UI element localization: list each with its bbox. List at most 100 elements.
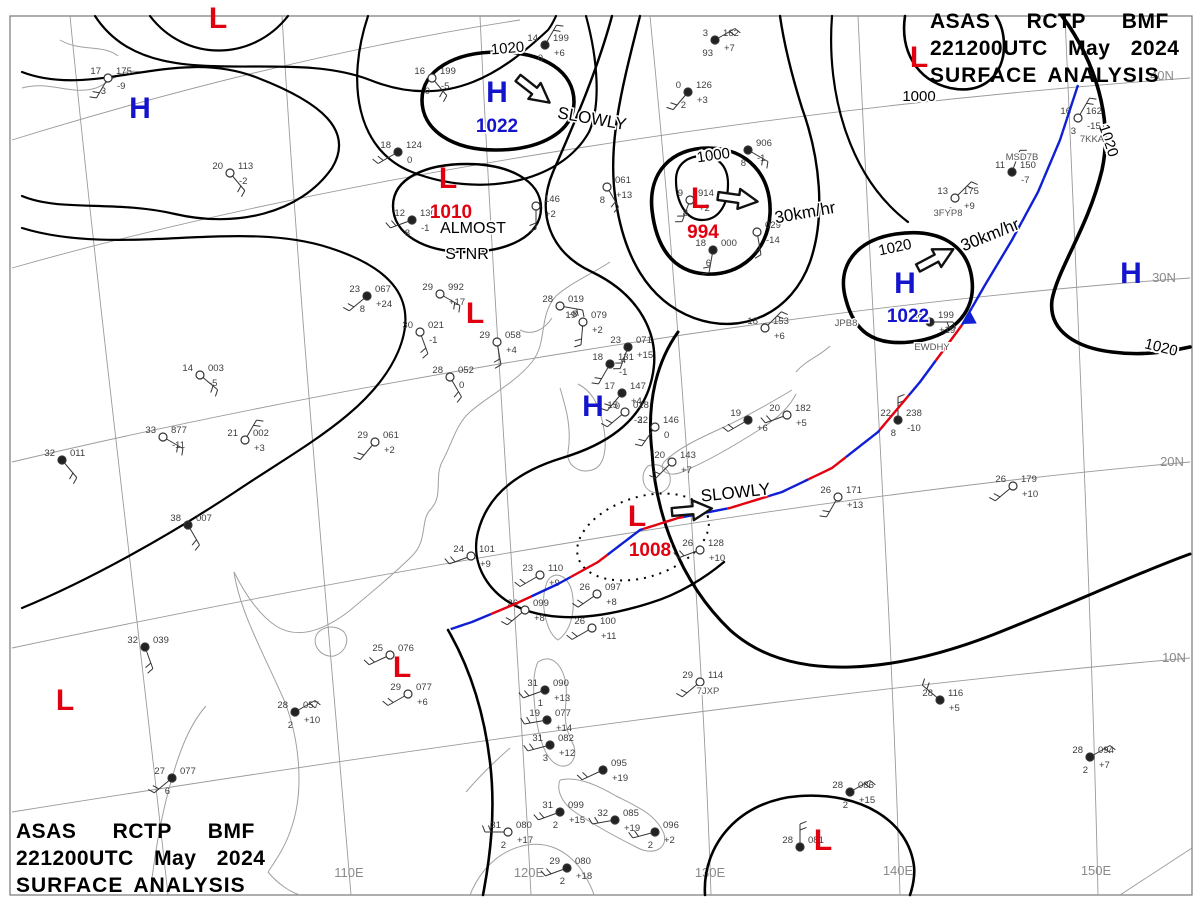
graticule: 40N 30N 20N 10N 110E 120E 130E 140E 150E — [9, 15, 1193, 896]
svg-text:31: 31 — [532, 733, 543, 744]
isobar-path — [474, 14, 726, 619]
svg-text:20: 20 — [212, 161, 223, 172]
high-pressure-symbol: H — [486, 76, 508, 109]
svg-text:+4: +4 — [631, 396, 642, 407]
svg-text:-2: -2 — [239, 176, 247, 187]
isobar-path — [391, 162, 543, 254]
station-plot: 23 071 +15 4 — [610, 335, 653, 370]
svg-text:2: 2 — [501, 840, 506, 851]
svg-text:29: 29 — [357, 430, 368, 441]
svg-text:057: 057 — [303, 700, 319, 711]
station-plot: 095+19 — [576, 758, 628, 784]
svg-text:-15: -15 — [1087, 121, 1101, 132]
svg-text:080: 080 — [516, 820, 532, 831]
svg-text:31: 31 — [490, 820, 501, 831]
svg-text:179: 179 — [1021, 474, 1037, 485]
station-plot: 17 147 +4 0 — [600, 381, 646, 412]
coastline — [469, 843, 595, 896]
station-plot: 29 080 +18 2 — [540, 856, 592, 887]
coastline — [661, 389, 797, 475]
grid-line — [11, 19, 521, 141]
grid-label: 110E — [334, 865, 364, 880]
svg-text:+5: +5 — [949, 703, 960, 714]
low-pressure-symbol: L — [439, 162, 457, 195]
movement-annotation: SLOWLY — [556, 103, 628, 134]
svg-text:0: 0 — [407, 155, 412, 166]
title-block-top-right: ASAS RCTP BMF 221200UTC May 2024 SURFACE… — [930, 8, 1179, 89]
svg-text:17: 17 — [90, 66, 101, 77]
svg-text:30: 30 — [402, 320, 413, 331]
svg-text:-1: -1 — [757, 153, 765, 164]
svg-text:-10: -10 — [907, 423, 921, 434]
station-plot: 19 +6 — [722, 408, 768, 434]
svg-text:+15: +15 — [637, 350, 653, 361]
svg-text:29: 29 — [479, 330, 490, 341]
svg-text:095: 095 — [611, 758, 627, 769]
svg-text:2: 2 — [681, 100, 686, 111]
svg-text:28: 28 — [432, 365, 443, 376]
svg-text:19: 19 — [730, 408, 741, 419]
station-plot: 16 199 -5 0 — [414, 66, 456, 102]
svg-text:061: 061 — [383, 430, 399, 441]
svg-text:26: 26 — [574, 616, 585, 627]
svg-text:28: 28 — [922, 688, 933, 699]
svg-text:23: 23 — [349, 284, 360, 295]
svg-text:-5: -5 — [209, 378, 217, 389]
station-plot: 28 019 -8 — [542, 294, 585, 320]
low-pressure-symbol: L — [691, 182, 709, 215]
station-plot: 28 086 +15 2 — [832, 780, 876, 811]
svg-text:8: 8 — [405, 228, 410, 239]
svg-text:+9: +9 — [964, 201, 975, 212]
isobar-path — [356, 14, 598, 186]
grid-line — [69, 15, 169, 896]
chart-type: SURFACE ANALYSIS — [16, 874, 246, 897]
svg-text:31: 31 — [527, 678, 538, 689]
fronts — [450, 84, 1080, 631]
pressure-center-value: 994 — [687, 222, 719, 243]
svg-text:082: 082 — [558, 733, 574, 744]
coastline — [558, 778, 666, 852]
low-pressure-symbol: L — [209, 2, 227, 35]
svg-text:2: 2 — [1083, 765, 1088, 776]
svg-text:101: 101 — [479, 544, 495, 555]
station-plot: 18 199 +19 — [912, 310, 957, 336]
coastline — [465, 747, 511, 793]
grid-label: 40N — [1150, 68, 1174, 83]
station-plot: 906 -1 8 — [741, 138, 772, 169]
svg-text:021: 021 — [428, 320, 444, 331]
coastline — [555, 261, 611, 297]
svg-text:22: 22 — [880, 408, 891, 419]
svg-text:6: 6 — [948, 206, 953, 217]
svg-text:+2: +2 — [384, 445, 395, 456]
svg-text:-11: -11 — [172, 440, 185, 451]
svg-text:099: 099 — [568, 800, 584, 811]
svg-text:096: 096 — [663, 820, 679, 831]
coastline — [21, 70, 141, 91]
svg-text:+2: +2 — [699, 203, 710, 214]
station-plot: 14 003 -5 — [182, 363, 224, 397]
pressure-center-value: 1022 — [476, 116, 518, 137]
station-plot: 23 067 +24 8 — [343, 284, 392, 315]
station-id-label: EWDHY — [914, 342, 950, 353]
svg-text:080: 080 — [575, 856, 591, 867]
station-plot: 30 021 -1 — [402, 320, 444, 359]
station-plot: 33 877 -11 — [145, 425, 187, 456]
svg-text:23: 23 — [522, 563, 533, 574]
grid-line — [649, 15, 712, 896]
isobar-path — [841, 231, 975, 345]
pressure-center-value: 1008 — [629, 540, 671, 561]
station-plot: 13 175 +9 6 — [937, 181, 979, 217]
station-plot: 28 052 0 — [432, 365, 474, 403]
svg-text:0: 0 — [664, 430, 669, 441]
svg-text:29: 29 — [682, 670, 693, 681]
svg-text:090: 090 — [553, 678, 569, 689]
svg-text:+17: +17 — [449, 297, 465, 308]
svg-text:+3: +3 — [697, 95, 708, 106]
svg-text:077: 077 — [180, 766, 196, 777]
svg-text:18: 18 — [695, 238, 706, 249]
grid-line — [11, 461, 1191, 649]
svg-text:28: 28 — [1072, 745, 1083, 756]
station-id-label: 7JXP — [697, 686, 720, 697]
